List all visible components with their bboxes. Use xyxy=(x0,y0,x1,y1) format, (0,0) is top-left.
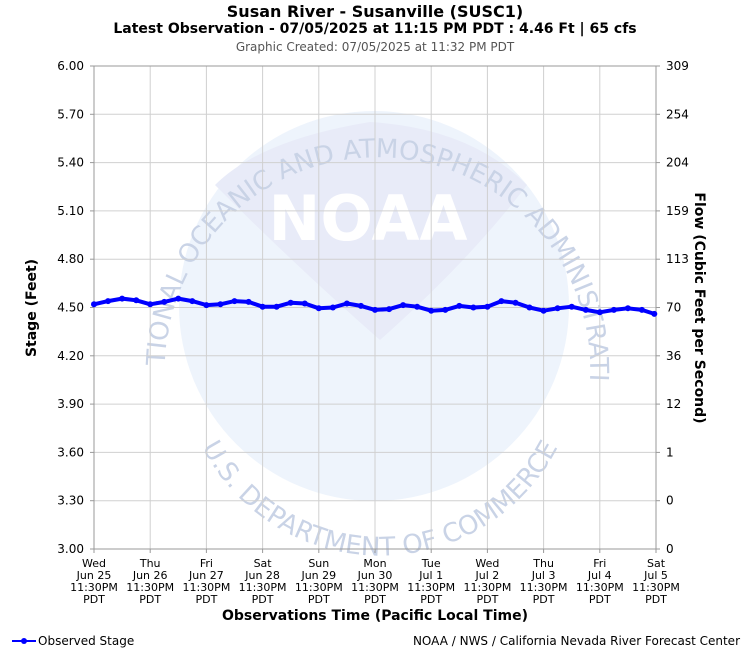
data-point xyxy=(357,302,364,309)
legend: Observed Stage xyxy=(12,634,134,648)
data-point xyxy=(456,302,463,309)
series-layer xyxy=(91,295,658,317)
data-point xyxy=(119,295,126,302)
data-point xyxy=(554,305,561,312)
y2-tick-label: 113 xyxy=(666,252,689,266)
data-point xyxy=(133,297,140,304)
credit-text: NOAA / NWS / California Nevada River For… xyxy=(412,634,740,648)
data-point xyxy=(526,304,533,311)
data-point xyxy=(175,295,182,302)
data-point xyxy=(386,306,393,313)
y2-axis-label: Flow (Cubic Feet per Second) xyxy=(691,192,707,423)
x-tick-label: Mon Jun 30 11:30PM PDT xyxy=(351,557,399,606)
data-point xyxy=(596,309,603,316)
data-point xyxy=(91,301,97,308)
y-tick-label: 3.30 xyxy=(57,494,84,508)
y-axis-label: Stage (Feet) xyxy=(24,259,40,357)
data-point xyxy=(301,300,308,307)
data-point xyxy=(245,298,252,305)
y-tick-label: 3.60 xyxy=(57,445,84,459)
x-tick-label: Thu Jul 3 11:30PM PDT xyxy=(520,557,568,606)
watermark-logo-text: NOAA xyxy=(269,182,468,255)
legend-label: Observed Stage xyxy=(38,634,135,648)
y-tick-label: 5.40 xyxy=(57,156,84,170)
x-tick-label: Fri Jun 27 11:30PM PDT xyxy=(182,557,230,606)
latest-observation-subtitle: Latest Observation - 07/05/2025 at 11:15… xyxy=(113,21,637,37)
data-point xyxy=(372,306,378,313)
data-point xyxy=(512,299,519,306)
data-point xyxy=(540,307,547,314)
data-point xyxy=(343,300,350,307)
data-point xyxy=(147,301,154,308)
x-tick-label: Sun Jun 29 11:30PM PDT xyxy=(295,557,343,606)
y2-axis-ticks: 0 0 1 12 36 70 113 159 204 254 309 xyxy=(656,59,689,556)
data-point xyxy=(484,303,491,310)
y2-tick-label: 254 xyxy=(666,107,689,121)
x-tick-label: Fri Jul 4 11:30PM PDT xyxy=(576,557,624,606)
y-tick-label: 3.00 xyxy=(57,542,84,556)
graphic-created-text: Graphic Created: 07/05/2025 at 11:32 PM … xyxy=(235,40,515,54)
data-point xyxy=(428,307,435,314)
data-point xyxy=(217,301,224,308)
data-point xyxy=(624,305,631,312)
data-point xyxy=(568,303,575,310)
y-tick-label: 4.50 xyxy=(57,301,84,315)
watermark-gull xyxy=(215,122,527,340)
data-point xyxy=(498,298,505,305)
x-axis-label: Observations Time (Pacific Local Time) xyxy=(222,608,528,624)
y-tick-label: 5.70 xyxy=(57,107,84,121)
y2-tick-label: 309 xyxy=(666,59,689,73)
data-point xyxy=(273,303,280,310)
data-point xyxy=(315,305,322,312)
y-axis-ticks: 3.00 3.30 3.60 3.90 4.20 4.50 4.80 5.10 5.40 5.70… xyxy=(57,59,94,556)
x-tick-label: Wed Jul 2 11:30PM PDT xyxy=(463,557,511,606)
data-point xyxy=(400,302,407,309)
data-point xyxy=(414,303,421,310)
data-point xyxy=(259,303,266,310)
data-point xyxy=(651,310,658,317)
data-point xyxy=(231,298,238,305)
y2-tick-label: 0 xyxy=(666,494,674,508)
x-tick-label: Thu Jun 26 11:30PM PDT xyxy=(126,557,174,606)
y2-tick-label: 0 xyxy=(666,542,674,556)
legend-swatch xyxy=(12,634,36,648)
data-point xyxy=(329,304,336,311)
y2-tick-label: 1 xyxy=(666,445,674,459)
y-tick-label: 6.00 xyxy=(57,59,84,73)
y2-tick-label: 12 xyxy=(666,397,681,411)
y-tick-label: 3.90 xyxy=(57,397,84,411)
data-point xyxy=(287,299,294,306)
data-point xyxy=(638,306,645,313)
data-point xyxy=(203,302,210,309)
x-tick-label: Wed Jun 25 11:30PM PDT xyxy=(70,557,118,606)
chart-title: Susan River - Susanville (SUSC1) xyxy=(226,2,524,21)
y2-tick-label: 204 xyxy=(666,156,689,170)
data-point xyxy=(470,304,477,311)
y2-tick-label: 159 xyxy=(666,204,689,218)
y2-tick-label: 70 xyxy=(666,301,681,315)
data-point xyxy=(610,306,617,313)
data-point xyxy=(161,298,168,305)
x-tick-label: Sat Jul 5 11:30PM PDT xyxy=(632,557,680,606)
y-tick-label: 4.20 xyxy=(57,349,84,363)
y-tick-label: 4.80 xyxy=(57,252,84,266)
x-tick-label: Sat Jun 28 11:30PM PDT xyxy=(239,557,287,606)
data-point xyxy=(105,298,111,305)
y-tick-label: 5.10 xyxy=(57,204,84,218)
data-point xyxy=(582,306,589,313)
data-point xyxy=(189,298,196,305)
x-tick-label: Tue Jul 1 11:30PM PDT xyxy=(407,557,455,606)
y2-tick-label: 36 xyxy=(666,349,681,363)
data-point xyxy=(442,306,449,313)
noaa-watermark: NOAA NATIONAL OCEANIC AND ATMOSPHERIC AD… xyxy=(0,0,613,563)
